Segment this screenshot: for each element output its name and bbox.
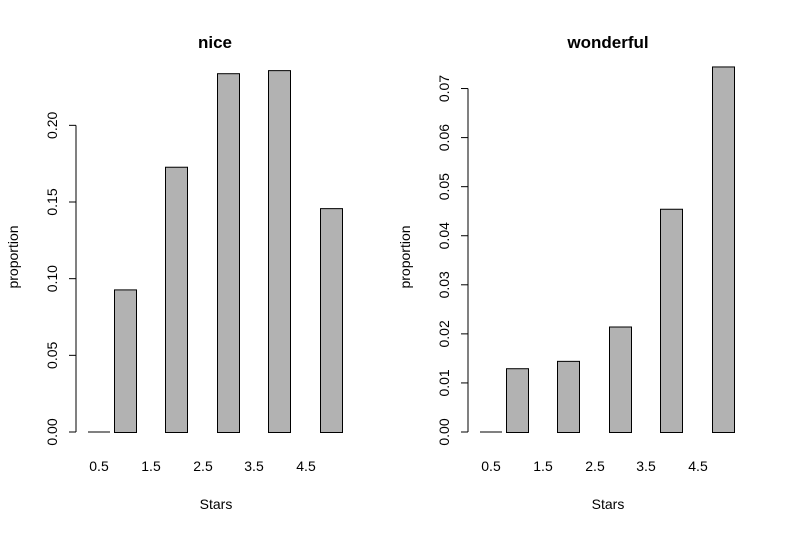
y-tick-label: 0.00 xyxy=(436,418,452,445)
y-tick-label: 0.02 xyxy=(436,320,452,347)
y-tick-label: 0.03 xyxy=(436,271,452,298)
y-tick-label: 0.05 xyxy=(436,173,452,200)
bar-1 xyxy=(506,368,529,434)
x-axis-label: Stars xyxy=(592,496,625,512)
x-tick-label: 1.5 xyxy=(533,458,553,474)
y-tick-label: 0.10 xyxy=(44,265,60,292)
bar-3 xyxy=(217,73,240,433)
panel-wonderful: wonderful Stars proportion 0.00 0.01 0.02 0… xyxy=(397,33,735,512)
y-tick-label: 0.06 xyxy=(436,124,452,151)
y-axis-label: proportion xyxy=(397,225,413,288)
bar-2 xyxy=(165,166,188,433)
y-tick-label: 0.05 xyxy=(44,341,60,368)
y-axis-label: proportion xyxy=(5,225,21,288)
x-tick-label: 0.5 xyxy=(481,458,501,474)
chart-title: nice xyxy=(198,33,232,52)
y-tick-label: 0.20 xyxy=(44,111,60,138)
chart-title: wonderful xyxy=(566,33,648,52)
y-tick-label: 0.07 xyxy=(436,75,452,102)
x-axis-label: Stars xyxy=(200,496,233,512)
y-tick-label: 0.04 xyxy=(436,222,452,249)
bar-5 xyxy=(712,66,735,433)
panel-nice: nice Stars proportion 0.00 0.05 0.10 0.15 0.… xyxy=(5,33,343,512)
bar-4 xyxy=(660,208,683,433)
x-tick-label: 0.5 xyxy=(89,458,109,474)
bar-3 xyxy=(609,326,632,433)
x-tick-label: 4.5 xyxy=(296,458,316,474)
bar-5 xyxy=(320,208,343,433)
x-tick-label: 1.5 xyxy=(141,458,161,474)
x-tick-label: 3.5 xyxy=(244,458,264,474)
bar-1 xyxy=(114,289,137,433)
y-tick-label: 0.01 xyxy=(436,369,452,396)
bar-4 xyxy=(268,70,291,433)
x-tick-label: 3.5 xyxy=(636,458,656,474)
bar-2 xyxy=(557,360,580,433)
y-tick-label: 0.00 xyxy=(44,418,60,445)
x-tick-label: 2.5 xyxy=(193,458,213,474)
x-tick-label: 4.5 xyxy=(688,458,708,474)
x-tick-label: 2.5 xyxy=(585,458,605,474)
y-tick-label: 0.15 xyxy=(44,188,60,215)
